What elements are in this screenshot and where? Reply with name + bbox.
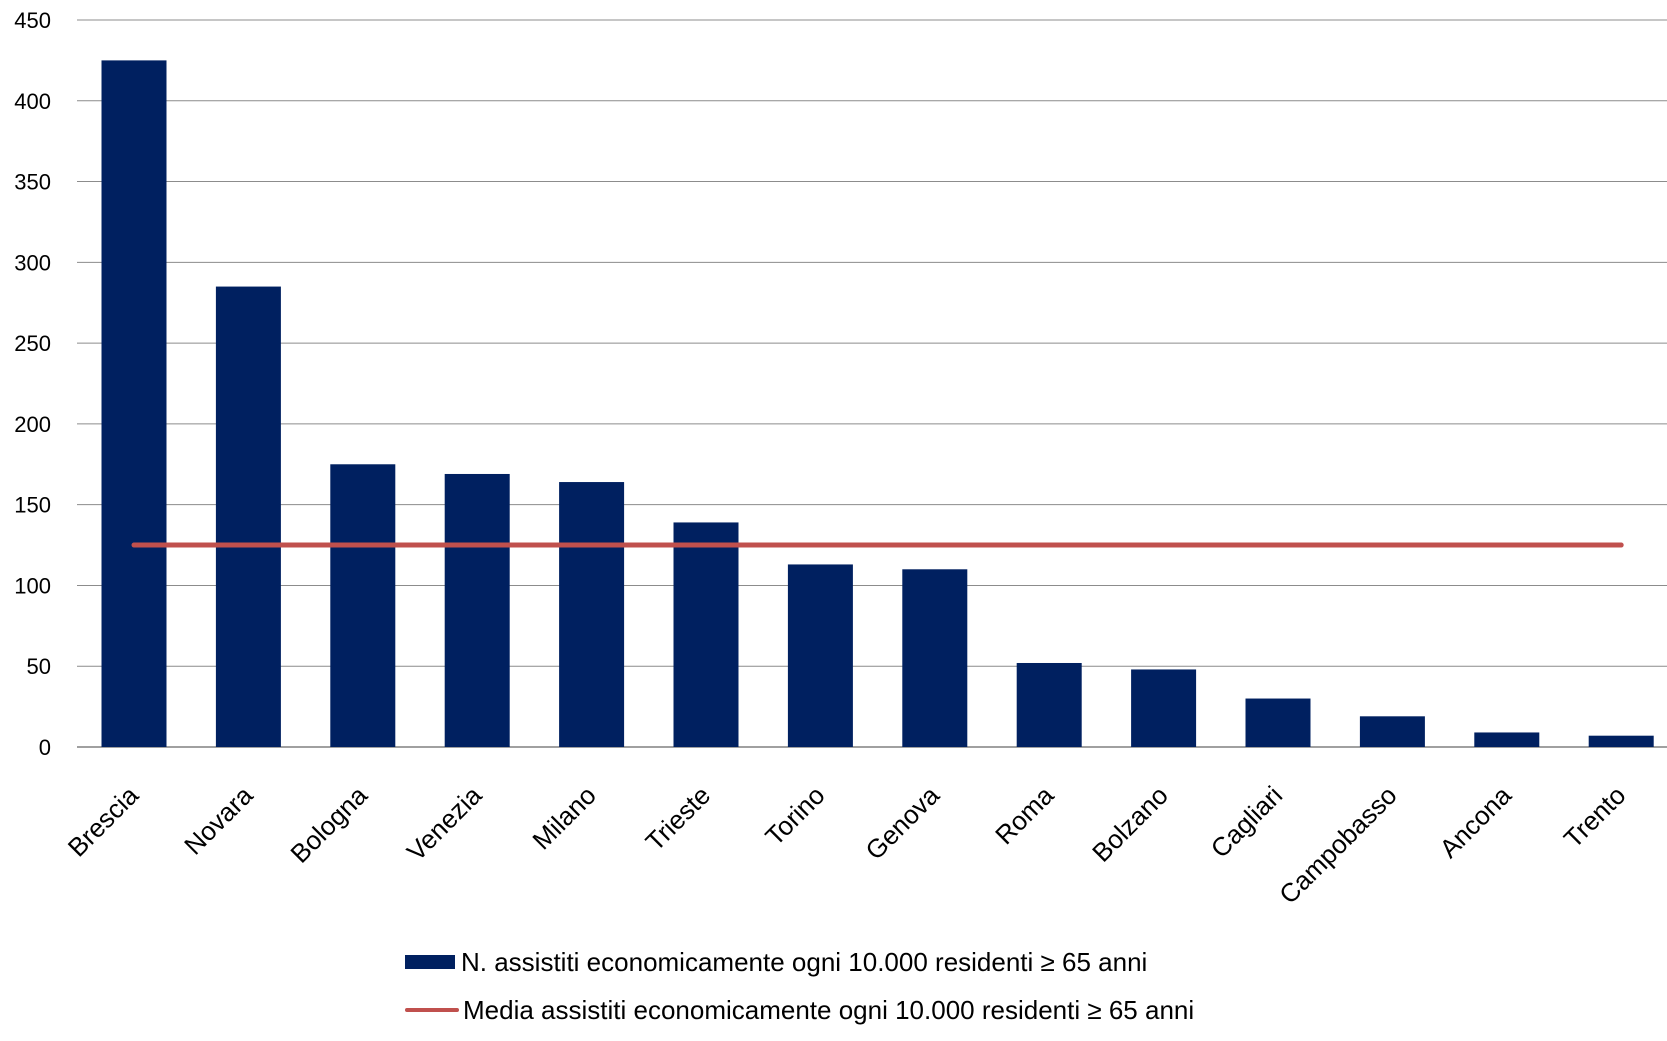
bar-trieste <box>673 522 739 747</box>
y-tick-label: 300 <box>14 250 51 275</box>
gridlines <box>77 19 1667 748</box>
bar-torino <box>787 564 853 747</box>
y-tick-label: 150 <box>14 493 51 518</box>
y-tick-label: 250 <box>14 331 51 356</box>
x-tick-label: Venezia <box>401 780 488 867</box>
y-tick-label: 200 <box>14 412 51 437</box>
legend-item-average-line: Media assistiti economicamente ogni 10.0… <box>405 993 1405 1027</box>
x-tick-label: Ancona <box>1433 780 1517 864</box>
legend-swatch-average-line <box>405 1008 459 1012</box>
y-tick-label: 450 <box>14 8 51 33</box>
x-tick-label: Cagliari <box>1205 780 1289 864</box>
bar-chart: 0 50 100 150 200 250 300 350 400 450 Brescia Novar… <box>14 8 1667 910</box>
legend-swatch-bars <box>405 955 455 969</box>
bar-genova <box>902 569 968 747</box>
bar-ancona <box>1474 732 1540 747</box>
x-tick-label: Bolzano <box>1086 780 1174 868</box>
legend-label-bars: N. assistiti economicamente ogni 10.000 … <box>461 946 1148 977</box>
x-tick-label: Novara <box>178 780 259 861</box>
y-axis-tick-labels: 0 50 100 150 200 250 300 350 400 450 <box>14 8 51 760</box>
y-tick-label: 50 <box>27 654 51 679</box>
bar-bolzano <box>1131 669 1197 747</box>
x-axis-tick-labels: Brescia Novara Bologna Venezia Milano Trieste… <box>62 780 1632 910</box>
y-tick-label: 0 <box>39 735 51 760</box>
bar-campobasso <box>1359 716 1425 747</box>
y-tick-label: 100 <box>14 573 51 598</box>
legend-label-average-line: Media assistiti economicamente ogni 10.0… <box>463 994 1195 1025</box>
bar-novara <box>215 286 281 747</box>
x-tick-label: Trento <box>1558 780 1632 854</box>
x-tick-label: Campobasso <box>1273 780 1403 910</box>
bar-series <box>101 60 1654 747</box>
bar-venezia <box>444 473 510 747</box>
x-tick-label: Genova <box>859 780 945 866</box>
bar-cagliari <box>1245 698 1311 747</box>
x-tick-label: Torino <box>759 780 830 851</box>
x-tick-label: Bologna <box>284 780 373 869</box>
legend-item-bars: N. assistiti economicamente ogni 10.000 … <box>405 945 1405 979</box>
bar-brescia <box>101 60 167 747</box>
y-tick-label: 350 <box>14 170 51 195</box>
y-tick-label: 400 <box>14 89 51 114</box>
x-tick-label: Trieste <box>640 780 717 857</box>
bar-milano <box>559 482 625 747</box>
bar-bologna <box>330 464 396 747</box>
bar-trento <box>1588 735 1654 747</box>
x-tick-label: Milano <box>526 780 601 855</box>
x-tick-label: Roma <box>989 780 1060 851</box>
x-tick-label: Brescia <box>62 780 145 863</box>
bar-roma <box>1016 662 1082 747</box>
legend: N. assistiti economicamente ogni 10.000 … <box>405 945 1405 1041</box>
